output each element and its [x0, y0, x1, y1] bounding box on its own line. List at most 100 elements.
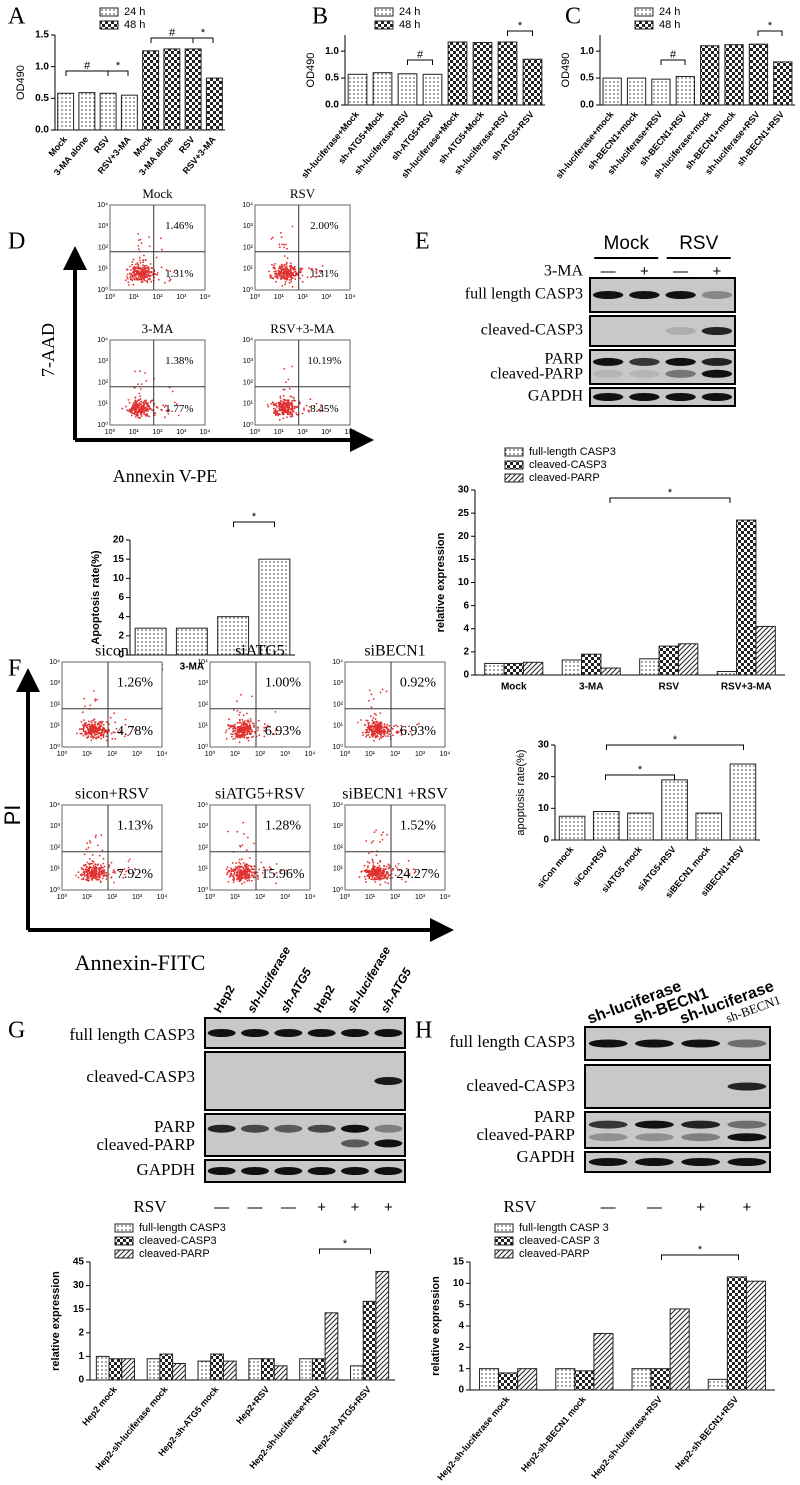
event-dot — [88, 725, 91, 728]
event-dot — [299, 402, 301, 405]
event-dot — [271, 733, 274, 736]
event-dot — [285, 276, 288, 279]
event-dot — [273, 404, 276, 407]
event-dot — [290, 402, 293, 404]
event-dot — [102, 733, 105, 736]
event-dot — [368, 873, 371, 875]
event-dot — [133, 729, 136, 732]
event-dot — [95, 874, 97, 876]
treatment-sign: — — [601, 263, 616, 280]
y-axis-label: OD490 — [305, 53, 317, 88]
event-dot — [100, 834, 103, 836]
event-dot — [139, 395, 142, 397]
event-dot — [126, 277, 129, 280]
event-dot — [275, 728, 277, 730]
event-dot — [301, 274, 304, 277]
event-dot — [235, 878, 238, 881]
event-dot — [143, 407, 146, 410]
event-dot — [238, 876, 241, 878]
event-dot — [288, 279, 291, 281]
event-dot — [275, 871, 278, 874]
event-dot — [247, 864, 250, 867]
event-dot — [95, 878, 98, 881]
event-dot — [92, 877, 95, 879]
y-tick-label: 4 — [458, 1321, 464, 1332]
blot-band — [341, 1139, 369, 1148]
row-label: GAPDH — [136, 1160, 195, 1179]
lane-label: Hep2 — [211, 982, 238, 1015]
quadrant-percent: 1.52% — [400, 818, 437, 833]
bar — [347, 73, 368, 106]
event-dot — [268, 866, 271, 868]
event-dot — [225, 868, 228, 871]
event-dot — [87, 876, 90, 879]
plot-title: siBECN1 — [364, 643, 425, 660]
event-dot — [127, 860, 130, 863]
decade-label: 10¹ — [50, 866, 61, 873]
bar — [108, 1358, 123, 1381]
y-tick-label: 0 — [458, 1385, 464, 1396]
event-dot — [168, 280, 171, 282]
x-tick-label: Hep2-sh-ATG5+RSV — [310, 1384, 373, 1456]
blot-band — [588, 1039, 628, 1048]
blot-band — [634, 1158, 674, 1166]
bar — [397, 73, 418, 106]
bar — [258, 558, 291, 656]
event-dot — [253, 871, 256, 874]
decade-label: 10⁰ — [97, 286, 108, 294]
event-dot — [145, 271, 148, 274]
decade-label: 10⁰ — [49, 886, 60, 894]
panel-label: E — [415, 229, 430, 255]
event-dot — [279, 266, 282, 268]
event-dot — [371, 719, 374, 722]
legend-swatch — [494, 1223, 514, 1233]
decade-label: 10² — [98, 244, 109, 251]
event-dot — [122, 876, 125, 879]
event-dot — [162, 404, 165, 407]
legend-label: 24 h — [659, 6, 680, 18]
event-dot — [85, 722, 87, 724]
event-dot — [226, 830, 229, 833]
event-dot — [137, 248, 140, 251]
event-dot — [368, 726, 370, 729]
bar — [631, 1368, 652, 1391]
event-dot — [84, 705, 86, 708]
event-dot — [299, 269, 302, 272]
bar — [205, 77, 223, 131]
event-dot — [95, 869, 97, 872]
event-dot — [283, 270, 286, 273]
event-dot — [144, 372, 147, 374]
event-dot — [244, 727, 247, 729]
event-dot — [285, 271, 287, 273]
legend-swatch — [634, 7, 654, 17]
event-dot — [132, 283, 135, 286]
event-dot — [96, 728, 99, 730]
event-dot — [142, 259, 144, 261]
legend-label: full-length CASP 3 — [519, 1222, 609, 1234]
event-dot — [370, 693, 373, 696]
event-dot — [248, 723, 251, 725]
event-dot — [235, 734, 238, 737]
event-dot — [236, 866, 239, 869]
event-dot — [113, 881, 115, 884]
bar — [134, 627, 167, 656]
blot-band — [727, 1133, 767, 1142]
event-dot — [270, 868, 272, 871]
event-dot — [119, 870, 122, 873]
y-tick-label: 0.5 — [325, 73, 339, 84]
bar — [593, 1332, 614, 1391]
event-dot — [117, 869, 119, 871]
event-dot — [100, 722, 103, 725]
legend-swatch — [99, 20, 119, 30]
event-dot — [366, 719, 369, 722]
event-dot — [112, 871, 115, 874]
decade-label: 10⁰ — [332, 743, 343, 751]
event-dot — [93, 731, 96, 734]
significance-bracket — [507, 30, 533, 36]
decade-label: 10¹ — [198, 723, 209, 730]
legend-swatch — [374, 7, 394, 17]
row-label: PARP — [534, 1107, 575, 1126]
decade-label: 10³ — [198, 680, 209, 687]
event-dot — [112, 731, 115, 734]
row-label: cleaved-CASP3 — [481, 322, 583, 339]
